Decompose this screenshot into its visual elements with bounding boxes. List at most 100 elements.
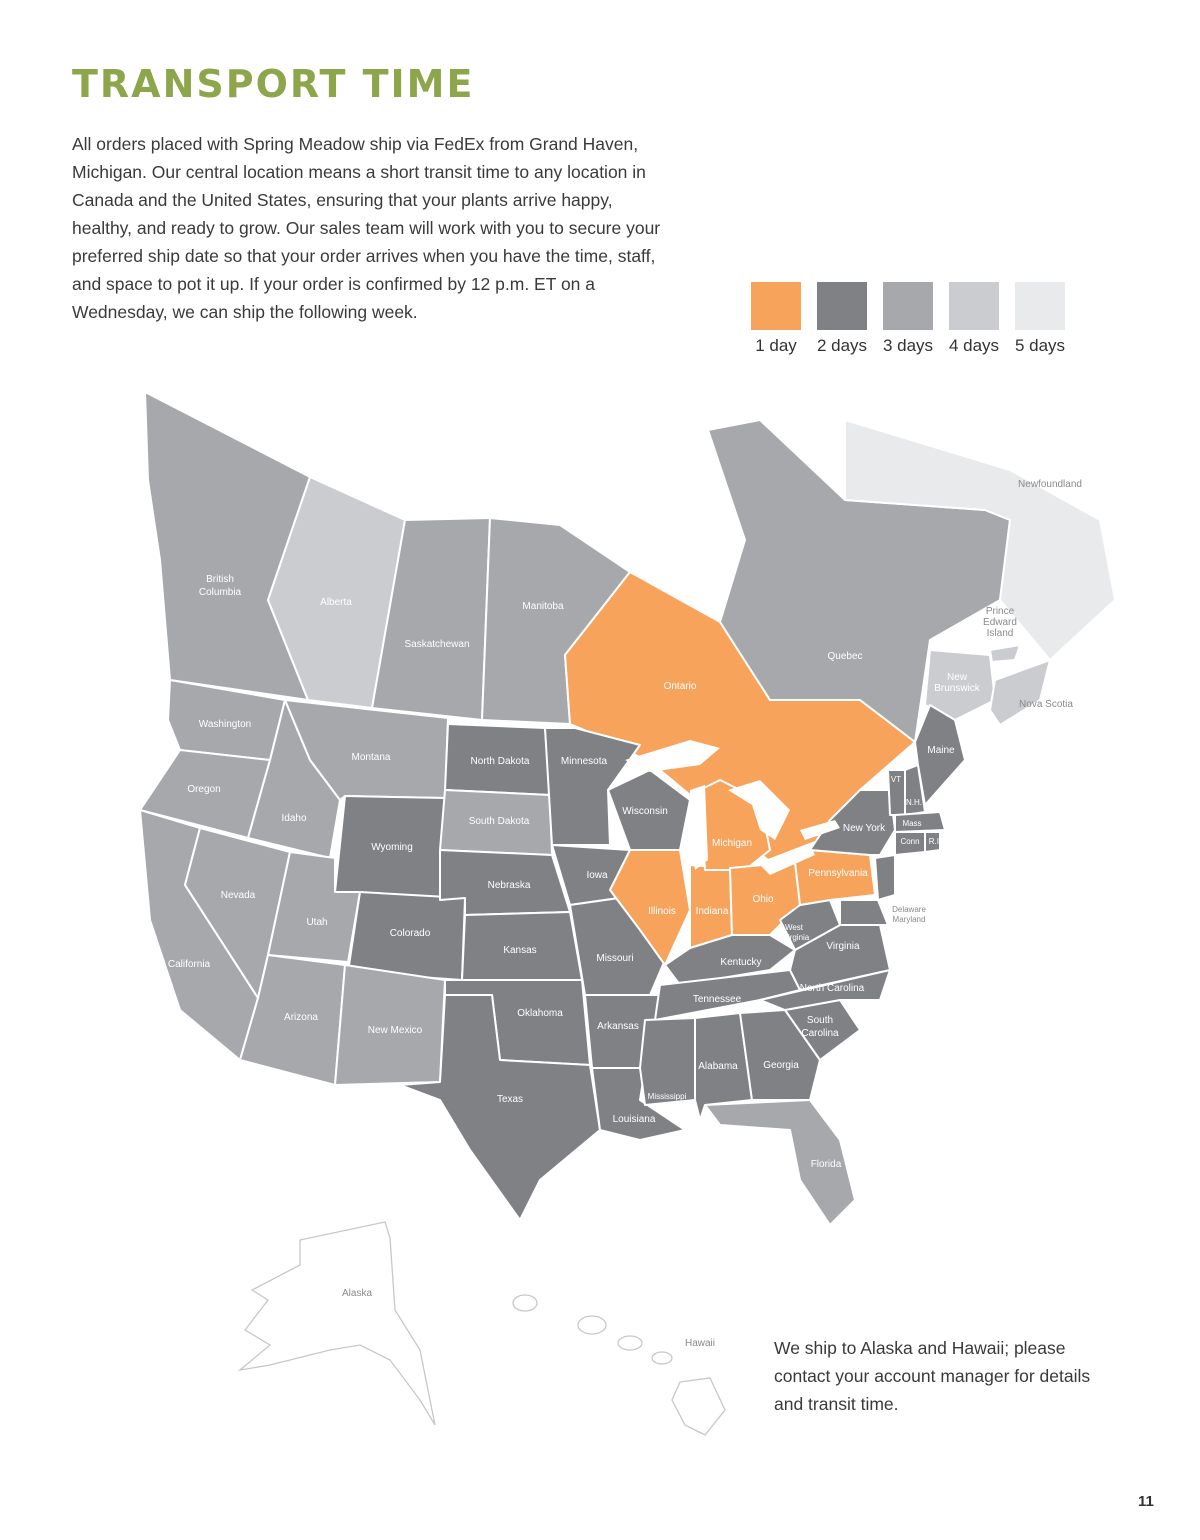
region-newfoundland: [844, 419, 1116, 661]
legend-item-5-days: 5 days: [1015, 282, 1065, 356]
label-tennessee: Tennessee: [693, 994, 742, 1005]
region-new-jersey: [874, 854, 896, 901]
label-washington: Washington: [199, 719, 251, 730]
label-florida: Florida: [811, 1159, 842, 1170]
note-text: We ship to Alaska and Hawaii; please con…: [774, 1338, 1091, 1414]
great-lakes: [625, 740, 840, 875]
region-british-columbia: [144, 391, 311, 701]
label-newfoundland: Newfoundland: [1018, 479, 1082, 490]
legend-item-2-days: 2 days: [817, 282, 867, 356]
region-hawaii: [512, 1294, 726, 1436]
label-british-columbia-2: Columbia: [199, 587, 242, 598]
intro-paragraph: All orders placed with Spring Meadow shi…: [72, 130, 672, 326]
label-new-hampshire: N.H.: [906, 798, 922, 807]
label-mississippi: Mississippi: [648, 1092, 687, 1101]
legend-swatch-4-days: [949, 282, 999, 330]
region-arizona: [239, 954, 346, 1086]
label-oregon: Oregon: [187, 784, 220, 795]
label-nebraska: Nebraska: [488, 880, 531, 891]
label-minnesota: Minnesota: [561, 756, 608, 767]
label-north-carolina: North Carolina: [800, 983, 865, 994]
label-arkansas: Arkansas: [597, 1021, 639, 1032]
label-west-virginia-2: Virginia: [783, 933, 810, 942]
label-texas: Texas: [497, 1094, 523, 1105]
label-pei-1: Prince: [986, 606, 1015, 617]
intro-text: All orders placed with Spring Meadow shi…: [72, 134, 661, 322]
label-hawaii: Hawaii: [685, 1338, 715, 1349]
label-north-dakota: North Dakota: [471, 756, 530, 767]
label-arizona: Arizona: [284, 1012, 318, 1023]
label-new-brunswick-1: New: [947, 672, 968, 683]
label-west-virginia-1: West: [785, 923, 804, 932]
region-new-brunswick: [924, 649, 996, 721]
label-ohio: Ohio: [752, 894, 774, 905]
alaska-hawaii-note: We ship to Alaska and Hawaii; please con…: [774, 1334, 1104, 1418]
region-alaska: [237, 1221, 436, 1426]
label-georgia: Georgia: [763, 1060, 799, 1071]
label-maryland: Maryland: [893, 915, 926, 924]
label-maine: Maine: [927, 745, 955, 756]
legend-label-2-days: 2 days: [816, 336, 868, 355]
label-vermont: VT: [891, 775, 901, 784]
legend-item-4-days: 4 days: [949, 282, 999, 356]
label-alaska: Alaska: [342, 1288, 372, 1299]
region-nova-scotia: [989, 659, 1051, 726]
region-wisconsin: [607, 769, 691, 851]
label-new-jersey-2: Jersey: [899, 881, 923, 890]
label-california: California: [168, 959, 211, 970]
label-new-mexico: New Mexico: [368, 1025, 423, 1036]
label-pei-3: Island: [987, 628, 1014, 639]
label-ontario: Ontario: [664, 681, 697, 692]
label-michigan: Michigan: [712, 838, 752, 849]
label-massachusetts: Mass: [902, 819, 921, 828]
label-pennsylvania: Pennsylvania: [808, 868, 868, 879]
legend-label-5-days: 5 days: [1014, 336, 1066, 355]
region-massachusetts: [894, 811, 946, 833]
legend-label-1-day: 1 day: [755, 336, 797, 355]
label-connecticut: Conn: [900, 837, 919, 846]
label-kentucky: Kentucky: [720, 957, 761, 968]
transit-legend: 1 day 2 days 3 days 4 days 5 days: [751, 282, 1065, 356]
label-pei-2: Edward: [983, 617, 1017, 628]
label-alberta: Alberta: [320, 597, 352, 608]
page-number: 11: [1138, 1493, 1154, 1510]
label-new-jersey-1: New: [903, 872, 919, 881]
label-colorado: Colorado: [390, 928, 431, 939]
label-new-brunswick-2: Brunswick: [934, 683, 981, 694]
label-alabama: Alabama: [698, 1061, 738, 1072]
label-south-carolina-1: South: [807, 1015, 833, 1026]
label-manitoba: Manitoba: [522, 601, 564, 612]
region-alberta: [267, 476, 406, 709]
region-west-virginia: [779, 899, 841, 951]
label-montana: Montana: [352, 752, 391, 763]
label-kansas: Kansas: [503, 945, 536, 956]
label-indiana: Indiana: [696, 906, 729, 917]
legend-label-4-days: 4 days: [948, 336, 1000, 355]
label-nevada: Nevada: [221, 890, 256, 901]
label-quebec: Quebec: [827, 651, 862, 662]
legend-swatch-3-days: [883, 282, 933, 330]
legend-swatch-1-day: [751, 282, 801, 330]
label-illinois: Illinois: [648, 906, 676, 917]
label-iowa: Iowa: [586, 870, 608, 881]
transit-map: British Columbia Alberta Saskatchewan Ma…: [139, 391, 1116, 1436]
label-south-dakota: South Dakota: [469, 816, 530, 827]
region-mississippi: [639, 1017, 696, 1106]
label-virginia: Virginia: [826, 941, 860, 952]
label-missouri: Missouri: [596, 953, 633, 964]
region-pei: [989, 644, 1021, 663]
label-south-carolina-2: Carolina: [801, 1028, 839, 1039]
label-new-york: New York: [843, 823, 886, 834]
page-title: TRANSPORT TIME: [72, 62, 475, 106]
region-rhode-island: [924, 831, 941, 853]
label-wyoming: Wyoming: [371, 842, 413, 853]
region-maine: [914, 704, 966, 806]
label-nova-scotia: Nova Scotia: [1019, 699, 1073, 710]
label-utah: Utah: [306, 917, 327, 928]
legend-item-3-days: 3 days: [883, 282, 933, 356]
label-delaware: Delaware: [892, 905, 926, 914]
region-texas: [399, 994, 601, 1221]
legend-swatch-2-days: [817, 282, 867, 330]
label-rhode-island: R.I.: [929, 837, 941, 846]
legend-item-1-day: 1 day: [751, 282, 801, 356]
